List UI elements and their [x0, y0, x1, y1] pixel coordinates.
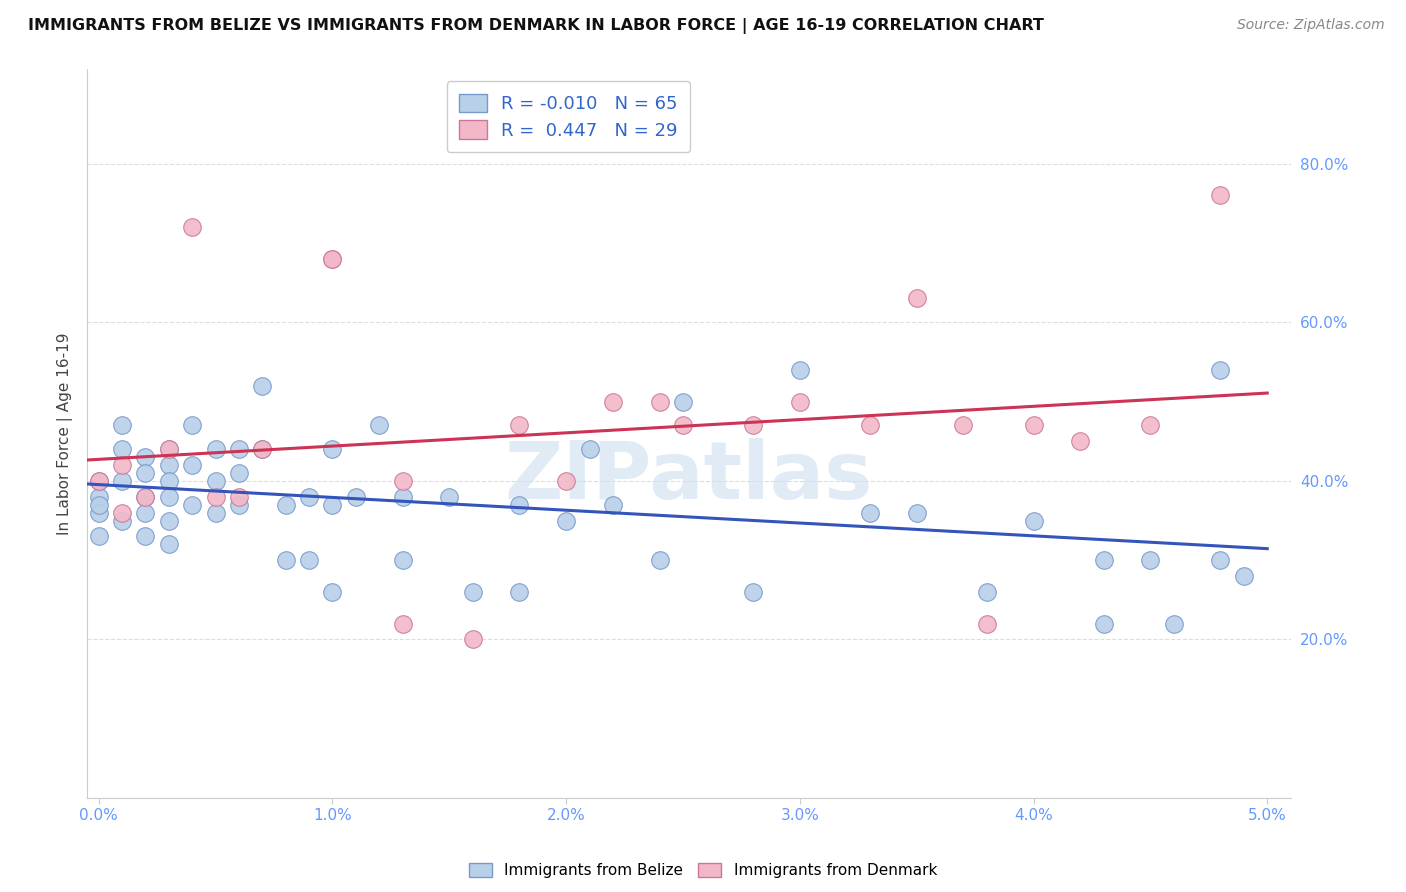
Point — [672, 418, 695, 433]
Point — [181, 418, 204, 433]
Point — [1092, 553, 1115, 567]
Point — [859, 506, 882, 520]
Point — [204, 506, 226, 520]
Point — [204, 490, 226, 504]
Point — [648, 394, 671, 409]
Point — [134, 529, 156, 543]
Point — [157, 514, 180, 528]
Text: ZIPatlas: ZIPatlas — [505, 438, 873, 516]
Point — [461, 585, 484, 599]
Y-axis label: In Labor Force | Age 16-19: In Labor Force | Age 16-19 — [58, 332, 73, 534]
Point — [87, 474, 110, 488]
Point — [461, 632, 484, 647]
Point — [111, 474, 134, 488]
Point — [111, 514, 134, 528]
Point — [789, 363, 811, 377]
Point — [204, 442, 226, 457]
Point — [181, 458, 204, 472]
Point — [134, 506, 156, 520]
Point — [228, 466, 250, 480]
Point — [274, 498, 297, 512]
Point — [1022, 418, 1045, 433]
Point — [252, 378, 274, 392]
Point — [157, 442, 180, 457]
Point — [859, 418, 882, 433]
Point — [321, 252, 343, 266]
Point — [742, 418, 765, 433]
Point — [508, 585, 530, 599]
Point — [134, 466, 156, 480]
Point — [555, 514, 578, 528]
Point — [228, 490, 250, 504]
Point — [321, 252, 343, 266]
Point — [252, 442, 274, 457]
Point — [602, 394, 624, 409]
Point — [648, 553, 671, 567]
Point — [157, 442, 180, 457]
Point — [391, 474, 413, 488]
Point — [87, 498, 110, 512]
Point — [134, 490, 156, 504]
Point — [439, 490, 461, 504]
Point — [274, 553, 297, 567]
Point — [181, 498, 204, 512]
Point — [228, 442, 250, 457]
Point — [508, 418, 530, 433]
Legend: R = -0.010   N = 65, R =  0.447   N = 29: R = -0.010 N = 65, R = 0.447 N = 29 — [447, 81, 690, 153]
Point — [1233, 569, 1256, 583]
Point — [555, 474, 578, 488]
Point — [1209, 188, 1232, 202]
Point — [87, 474, 110, 488]
Point — [111, 418, 134, 433]
Point — [298, 490, 321, 504]
Legend: Immigrants from Belize, Immigrants from Denmark: Immigrants from Belize, Immigrants from … — [463, 857, 943, 884]
Point — [1139, 553, 1161, 567]
Point — [111, 442, 134, 457]
Point — [1209, 363, 1232, 377]
Point — [134, 450, 156, 464]
Point — [321, 585, 343, 599]
Point — [1139, 418, 1161, 433]
Point — [87, 490, 110, 504]
Text: Source: ZipAtlas.com: Source: ZipAtlas.com — [1237, 18, 1385, 32]
Point — [368, 418, 391, 433]
Point — [321, 498, 343, 512]
Point — [252, 442, 274, 457]
Point — [391, 490, 413, 504]
Point — [157, 474, 180, 488]
Point — [111, 458, 134, 472]
Point — [1209, 553, 1232, 567]
Point — [391, 616, 413, 631]
Point — [789, 394, 811, 409]
Point — [204, 474, 226, 488]
Point — [602, 498, 624, 512]
Point — [181, 220, 204, 235]
Point — [976, 585, 998, 599]
Point — [134, 490, 156, 504]
Point — [1163, 616, 1185, 631]
Point — [344, 490, 367, 504]
Point — [1069, 434, 1091, 449]
Point — [157, 458, 180, 472]
Point — [976, 616, 998, 631]
Point — [157, 490, 180, 504]
Point — [87, 506, 110, 520]
Point — [508, 498, 530, 512]
Point — [1092, 616, 1115, 631]
Point — [298, 553, 321, 567]
Point — [391, 553, 413, 567]
Text: IMMIGRANTS FROM BELIZE VS IMMIGRANTS FROM DENMARK IN LABOR FORCE | AGE 16-19 COR: IMMIGRANTS FROM BELIZE VS IMMIGRANTS FRO… — [28, 18, 1045, 34]
Point — [952, 418, 974, 433]
Point — [111, 506, 134, 520]
Point — [321, 442, 343, 457]
Point — [1022, 514, 1045, 528]
Point — [672, 394, 695, 409]
Point — [905, 292, 928, 306]
Point — [228, 498, 250, 512]
Point — [742, 585, 765, 599]
Point — [578, 442, 600, 457]
Point — [905, 506, 928, 520]
Point — [87, 529, 110, 543]
Point — [157, 537, 180, 551]
